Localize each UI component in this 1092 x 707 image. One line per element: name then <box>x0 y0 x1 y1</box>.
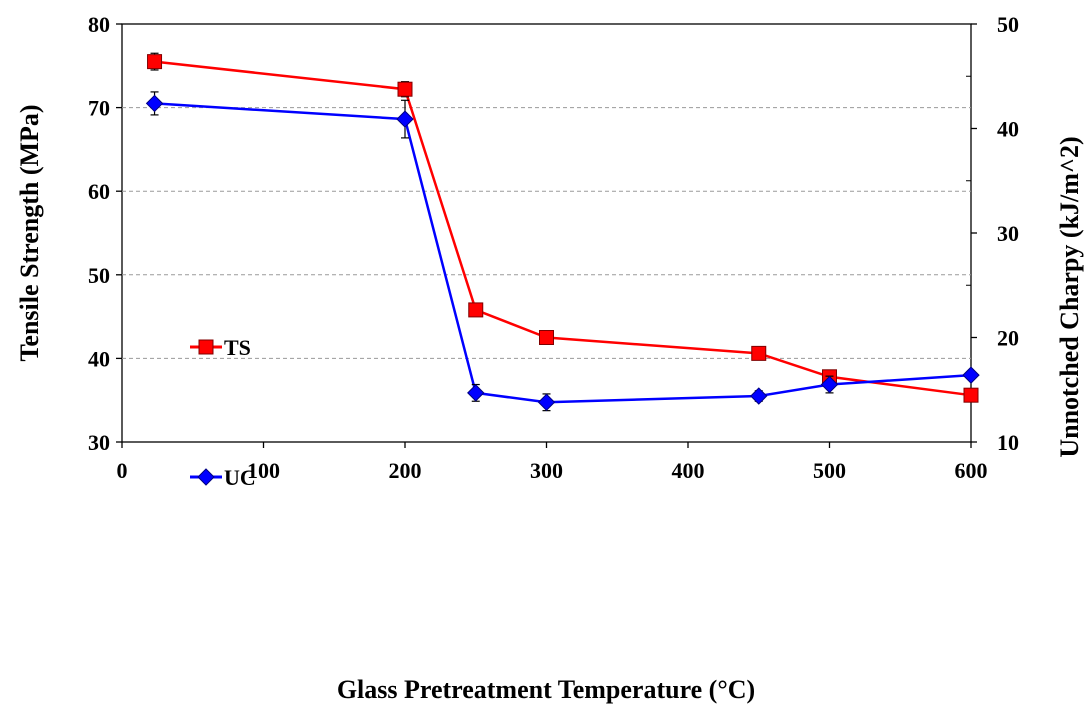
data-point-ts <box>963 387 979 403</box>
left-axis-ticks: 30 40 50 60 70 80 <box>88 12 122 455</box>
series-layer <box>145 52 980 412</box>
x-tick-label: 300 <box>530 458 563 483</box>
data-point-ts <box>468 302 484 318</box>
data-point-uc <box>750 387 768 405</box>
y2-tick-label: 20 <box>997 326 1019 351</box>
y-axis-title: Tensile Strength (MPa) <box>15 104 44 361</box>
x-tick-label: 600 <box>955 458 988 483</box>
legend-label-uc: UC <box>224 465 256 490</box>
data-point-uc <box>467 384 485 402</box>
legend-marker-uc <box>197 468 215 486</box>
y-tick-label: 80 <box>88 12 110 37</box>
y2-tick-label: 30 <box>997 221 1019 246</box>
x-tick-label: 200 <box>389 458 422 483</box>
legend-marker-ts <box>198 339 214 355</box>
y2-axis-title: Unnotched Charpy (kJ/m^2) <box>1055 136 1084 457</box>
gridlines <box>122 107 971 359</box>
y-tick-label: 70 <box>88 96 110 121</box>
x-axis-title: Glass Pretreatment Temperature (°C) <box>337 675 755 704</box>
data-point-ts <box>397 81 413 97</box>
y-tick-label: 60 <box>88 179 110 204</box>
y2-tick-label: 50 <box>997 12 1019 37</box>
data-point-uc <box>962 366 980 384</box>
x-tick-label: 100 <box>247 458 280 483</box>
y-tick-label: 50 <box>88 263 110 288</box>
y-tick-label: 30 <box>88 430 110 455</box>
y2-tick-label: 10 <box>997 430 1019 455</box>
x-tick-label: 500 <box>813 458 846 483</box>
legend: TS UC <box>190 335 256 490</box>
x-tick-label: 0 <box>117 458 128 483</box>
data-point-ts <box>147 54 163 70</box>
legend-label-ts: TS <box>224 335 251 360</box>
series-uc <box>145 91 980 412</box>
data-point-ts <box>539 330 554 345</box>
x-axis-ticks: 0 100 200 300 400 500 600 <box>117 442 988 483</box>
right-axis-ticks: 10 20 30 40 50 <box>966 12 1019 455</box>
y2-tick-label: 40 <box>997 117 1019 142</box>
data-point-uc <box>145 94 164 113</box>
data-point-uc <box>396 110 414 128</box>
data-point-uc <box>820 375 839 394</box>
data-point-uc <box>537 393 556 411</box>
y-tick-label: 40 <box>88 346 110 371</box>
data-point-ts <box>751 345 767 361</box>
x-tick-label: 400 <box>672 458 705 483</box>
